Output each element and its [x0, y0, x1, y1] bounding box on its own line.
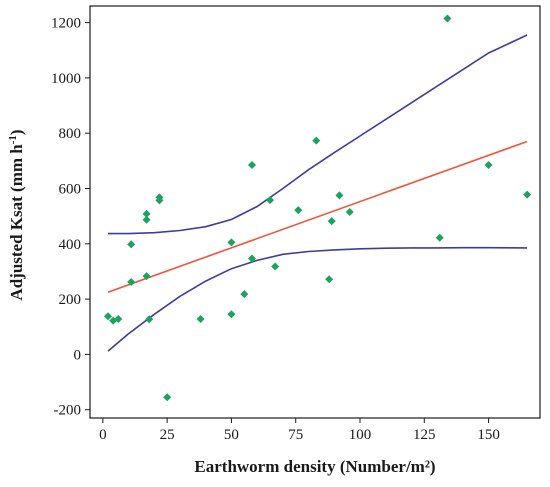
plot-frame	[89, 5, 541, 419]
x-tick-label: 150	[477, 427, 500, 443]
lower-confidence-line	[107, 246, 528, 352]
y-axis-title: Adjusted Ksat (mm h-1)	[7, 129, 26, 300]
y-axis-ticks: -200 0 200 400 600 800 1000 1200	[51, 16, 90, 419]
x-tick-label: 25	[160, 427, 175, 443]
data-point	[443, 14, 452, 23]
data-point	[142, 209, 151, 218]
y-tick-label: 800	[59, 126, 82, 142]
data-point	[196, 315, 205, 324]
data-point	[248, 160, 256, 169]
y-tick-label: 400	[59, 237, 82, 253]
data-point	[435, 233, 444, 242]
x-tick-label: 0	[99, 427, 107, 443]
y-tick-label: 200	[59, 292, 82, 308]
data-point	[266, 196, 274, 205]
data-point	[294, 206, 303, 215]
y-tick-label: 1000	[51, 71, 81, 87]
data-point	[345, 208, 354, 216]
data-point	[114, 315, 123, 324]
data-point	[127, 277, 136, 286]
x-tick-label: 75	[288, 427, 303, 443]
data-point	[104, 312, 112, 321]
data-point	[142, 215, 151, 224]
plot-border	[89, 5, 541, 419]
data-point	[523, 190, 532, 199]
data-point	[248, 254, 256, 263]
data-point	[240, 290, 249, 299]
x-tick-label: 100	[349, 427, 372, 443]
data-point	[227, 238, 236, 247]
x-axis-title: Earthworm density (Number/m²)	[194, 457, 435, 476]
data-point	[145, 315, 154, 324]
x-tick-label: 50	[224, 427, 239, 443]
y-tick-label: -200	[54, 403, 82, 419]
y-tick-label: 600	[59, 181, 82, 197]
upper-confidence-line	[108, 34, 528, 235]
data-point	[227, 310, 236, 319]
data-point	[155, 196, 164, 205]
data-point	[325, 275, 334, 284]
regression-line	[107, 140, 528, 293]
data-points	[104, 14, 532, 402]
x-tick-label: 125	[413, 427, 436, 443]
y-axis-title-sup: -1	[7, 135, 19, 144]
data-point	[142, 272, 151, 281]
y-axis-title-main: Adjusted Ksat (mm h	[7, 144, 26, 301]
data-point	[127, 240, 136, 249]
y-tick-label: 1200	[51, 16, 81, 32]
y-axis-title-close: )	[7, 129, 26, 135]
data-point	[312, 136, 321, 145]
fit-lines	[107, 34, 528, 352]
data-point	[335, 191, 344, 200]
data-point	[163, 393, 172, 402]
data-point	[484, 160, 493, 169]
x-axis-ticks: 0 25 50 75 100 125 150	[99, 418, 500, 443]
data-point	[327, 217, 336, 226]
y-tick-label: 0	[74, 347, 82, 363]
data-point	[271, 262, 280, 271]
